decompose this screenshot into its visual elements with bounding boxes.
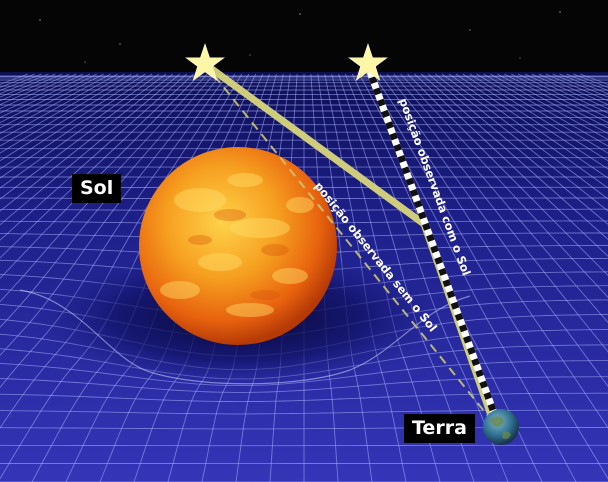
grid-line — [0, 73, 139, 162]
grid-line — [0, 409, 608, 415]
grid-line — [365, 73, 608, 480]
grid-line — [0, 392, 608, 403]
grid-line — [0, 73, 187, 241]
grid-line — [434, 73, 608, 212]
grid-line — [400, 73, 608, 298]
grid-line — [476, 73, 608, 154]
grid-line — [448, 73, 608, 189]
grid-line — [0, 73, 132, 154]
grid-line — [0, 73, 180, 226]
grid-line — [0, 73, 167, 200]
earth-label: Terra — [404, 414, 475, 443]
grid-line — [344, 73, 509, 482]
space-background — [0, 0, 608, 76]
grid-line — [455, 73, 608, 179]
sun-label: Sol — [72, 174, 122, 203]
star-icon — [185, 43, 225, 81]
grid-line — [0, 73, 153, 179]
grid-line — [0, 73, 201, 279]
grid-line — [372, 73, 608, 429]
grid-line — [0, 73, 146, 170]
grid-line — [393, 73, 608, 324]
grid-line — [0, 427, 608, 430]
grid-line — [407, 73, 608, 277]
grid-line — [469, 73, 608, 162]
grid-line — [428, 73, 608, 225]
grid-line — [0, 73, 208, 303]
grid-line — [379, 73, 608, 388]
grid-line — [0, 73, 125, 147]
grid-line — [0, 73, 160, 189]
grid-line — [0, 73, 194, 259]
grid-line — [0, 376, 608, 393]
grid-line — [462, 73, 608, 170]
grid-line — [414, 73, 608, 257]
grid-line — [483, 73, 608, 147]
grid-line — [421, 73, 608, 240]
background-stars — [39, 11, 561, 63]
gravity-well-rim — [19, 289, 471, 385]
path-without-sun-line — [204, 63, 497, 427]
grid-line — [441, 73, 608, 200]
path-with-sun-dashes — [364, 64, 502, 426]
sun — [139, 147, 337, 345]
grid-line — [0, 73, 215, 328]
grid-line — [386, 73, 608, 353]
star-icon — [348, 43, 388, 81]
earth — [483, 409, 519, 445]
grid-line — [0, 73, 174, 212]
